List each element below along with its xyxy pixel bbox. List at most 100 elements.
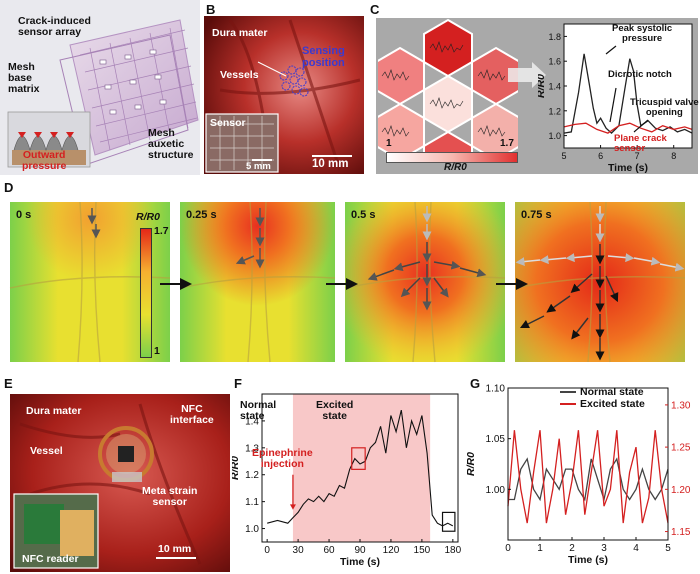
y-right-tick-label: 1.30 — [671, 400, 691, 411]
series-line — [563, 53, 693, 134]
scale-5mm: 5 mm — [246, 161, 271, 172]
e-label-nfc-reader: NFC reader — [22, 553, 79, 565]
d-frame-time: 0.75 s — [521, 209, 552, 221]
y-tick-label: 1.2 — [245, 470, 259, 481]
d-colorbar-min: 1 — [154, 345, 160, 357]
y-tick-label: 1.0 — [548, 131, 561, 141]
hex-cell — [423, 18, 473, 78]
e-label-dura: Dura mater — [26, 405, 82, 417]
y-tick-label: 1.00 — [486, 485, 506, 496]
panel-e: E Dura mater NFC interface Vessel Meta st… — [0, 374, 232, 574]
x-tick-label: 30 — [293, 545, 305, 556]
y-tick-label: 1.1 — [245, 497, 259, 508]
chart-c: 5 6 7 8 1.0 1.2 1.4 1.6 1.8 Time (s) R/R0 — [538, 23, 693, 174]
panel-g: G 0 1 2 3 4 5 1.00 1.05 1.10 1.15 1.20 1.25 1.30 Time… — [464, 374, 700, 574]
annotation-arrow — [609, 87, 617, 123]
panel-letter: D — [4, 180, 14, 195]
annotation-arrow — [633, 119, 649, 133]
d-colorbar-label: R/R0 — [136, 211, 160, 223]
y-right-tick-label: 1.15 — [671, 527, 691, 538]
d-colorbar — [140, 228, 152, 358]
y-tick-label: 1.0 — [245, 524, 259, 535]
series-line — [508, 457, 669, 503]
highlight-box-excited — [351, 447, 366, 470]
g-legend: Normal state Excited state — [560, 386, 645, 410]
panel-letter: G — [470, 376, 481, 391]
x-axis-label: Time (s) — [608, 162, 648, 174]
d-frame-time: 0.5 s — [351, 209, 376, 221]
c-colorbar-min: 1 — [386, 138, 392, 149]
y-tick-label: 1.6 — [548, 57, 561, 67]
x-tick-label: 3 — [601, 543, 607, 554]
annotation-arrow — [605, 45, 617, 55]
c-annot-dicrotic: Dicrotic notch — [608, 69, 672, 80]
x-axis-label: Time (s) — [340, 556, 380, 568]
label-auxetic: Mesh auxetic structure — [148, 127, 194, 162]
scale-10mm: 10 mm — [312, 158, 349, 170]
c-annot-tricuspid: Tricuspid valve opening — [630, 97, 699, 118]
heatmap-sequence — [9, 201, 686, 363]
x-tick-label: 90 — [354, 545, 366, 556]
hex-cell — [471, 102, 518, 158]
x-tick-label: 4 — [633, 543, 639, 554]
y-right-tick-label: 1.25 — [671, 443, 691, 454]
y-right-tick-label: 1.20 — [671, 485, 691, 496]
heatmap-frame — [344, 201, 506, 363]
x-tick-label: 0 — [264, 545, 270, 556]
x-tick-label: 1 — [537, 543, 543, 554]
series-line — [507, 430, 669, 524]
x-tick-label: 8 — [671, 151, 676, 161]
x-tick-label: 5 — [665, 543, 671, 554]
c-colorbar-label: R/R0 — [444, 162, 467, 173]
highlight-box-normal — [441, 511, 456, 532]
x-tick-label: 120 — [383, 545, 400, 556]
d-colorbar-max: 1.7 — [154, 225, 169, 237]
legend-item: Normal state — [560, 386, 645, 398]
panel-d: D — [0, 178, 700, 368]
label-outward-pressure: Outward pressure — [22, 149, 67, 173]
y-axis-label: R/R0 — [232, 456, 241, 480]
x-axis-label: Time (s) — [568, 554, 608, 566]
d-frame-time: 0 s — [16, 209, 32, 221]
plot-frame — [507, 387, 669, 541]
chart-g: 0 1 2 3 4 5 1.00 1.05 1.10 1.15 1.20 1.25 1.30 Time (… — [465, 384, 691, 567]
x-tick-label: 7 — [635, 151, 640, 161]
legend-swatch — [560, 391, 576, 393]
label-sensor: Sensor — [210, 117, 246, 129]
y-tick-label: 1.3 — [245, 443, 259, 454]
panel-f: F 0 30 60 90 120 150 180 1.0 1.1 1.2 1.3 1.4 Time (s… — [232, 374, 464, 574]
y-tick-label: 1.2 — [548, 106, 561, 116]
d-frame-time: 0.25 s — [186, 209, 217, 221]
hexagon-array — [378, 18, 518, 158]
panel-c: C 1 1.7 R/R0 5 6 7 8 1.0 1.2 1.4 1.6 1.8 Time (s)… — [368, 0, 700, 175]
c-annot-plane: Plane crack sensor — [614, 133, 667, 154]
x-tick-label: 0 — [505, 543, 511, 554]
hex-cell — [378, 102, 425, 158]
e-label-meta-sensor: Meta strain sensor — [142, 485, 198, 509]
legend-item: Excited state — [560, 398, 645, 410]
x-tick-label: 150 — [414, 545, 431, 556]
nfc-photo — [10, 394, 230, 572]
f-label-normal: Normal state — [240, 399, 277, 423]
shaded-region — [292, 394, 431, 542]
heatmap-frame — [514, 201, 686, 363]
legend-swatch — [560, 403, 576, 405]
c-annot-peak: Peak systolic pressure — [612, 23, 673, 44]
panel-letter: C — [370, 2, 380, 17]
x-tick-label: 6 — [598, 151, 603, 161]
label-crack-sensor: Crack-induced sensor array — [18, 15, 91, 39]
x-tick-label: 2 — [569, 543, 575, 554]
y-tick-label: 1.10 — [486, 384, 506, 395]
label-mesh-base: Mesh base matrix — [8, 61, 40, 96]
y-tick-label: 1.4 — [548, 82, 561, 92]
e-label-nfc: NFC interface — [170, 403, 214, 427]
brain-photo — [204, 16, 364, 174]
panel-letter: B — [206, 2, 216, 17]
series-line — [563, 122, 693, 134]
panel-letter: F — [234, 376, 242, 391]
x-tick-label: 60 — [323, 545, 335, 556]
hex-cell — [423, 130, 473, 158]
y-tick-label: 1.4 — [245, 416, 259, 427]
panel-b: B Dura mater Vessels Sensing position Sen… — [200, 0, 368, 175]
y-axis-label: R/R0 — [538, 74, 547, 98]
